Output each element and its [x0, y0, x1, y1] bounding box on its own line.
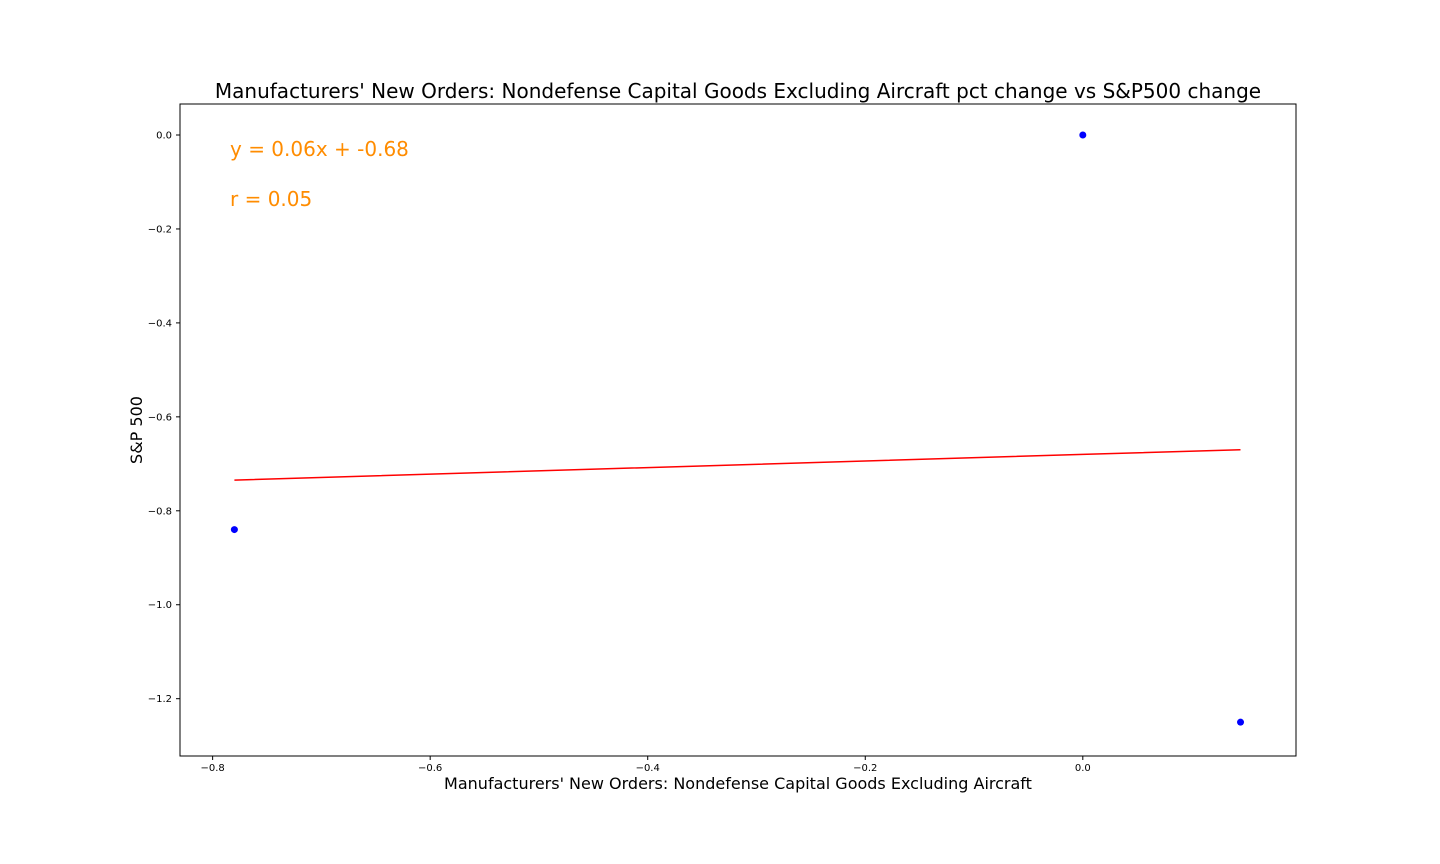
x-tick-label: −0.6: [418, 763, 442, 774]
y-tick-label: −0.2: [148, 224, 172, 235]
y-axis-label: S&P 500: [127, 396, 146, 464]
series-layer: [230, 131, 1245, 726]
regression-equation: y = 0.06x + -0.68: [230, 137, 409, 161]
y-tick-label: 0.0: [156, 131, 172, 142]
y-tick-label: −0.6: [148, 412, 172, 423]
x-tick-label: −0.4: [636, 763, 660, 774]
plot-area-frame: [179, 103, 1297, 757]
correlation-coefficient: r = 0.05: [230, 187, 312, 211]
y-tick-label: −0.4: [148, 318, 172, 329]
scatter-point: [230, 526, 238, 534]
y-tick-label: −0.8: [148, 506, 172, 517]
y-tick-label: −1.0: [148, 600, 172, 611]
y-axis: 0.0 −0.2 −0.4 −0.6 −0.8 −1.0 −1.2: [148, 131, 180, 705]
scatter-point: [1237, 718, 1245, 726]
x-tick-label: −0.8: [200, 763, 224, 774]
x-axis-label: Manufacturers' New Orders: Nondefense Ca…: [444, 774, 1032, 793]
x-tick-label: −0.2: [853, 763, 877, 774]
chart-title: Manufacturers' New Orders: Nondefense Ca…: [215, 79, 1261, 103]
x-axis: −0.8 −0.6 −0.4 −0.2 0.0: [200, 756, 1091, 774]
y-tick-label: −1.2: [148, 694, 172, 705]
x-tick-label: 0.0: [1075, 763, 1091, 774]
regression-line: [234, 448, 1241, 481]
scatter-point: [1079, 131, 1087, 139]
